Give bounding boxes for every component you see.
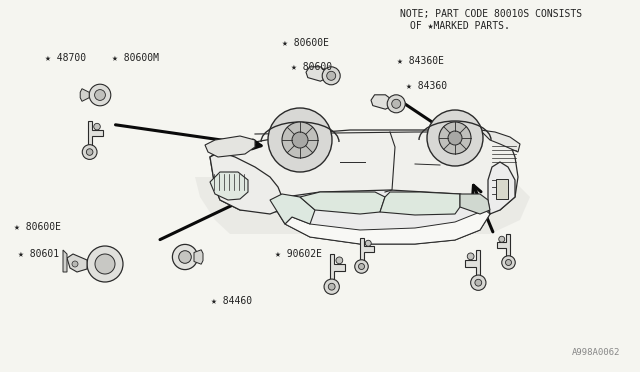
Polygon shape <box>67 254 87 272</box>
Circle shape <box>322 67 340 85</box>
Circle shape <box>324 279 339 294</box>
Circle shape <box>326 71 336 80</box>
Circle shape <box>172 244 198 270</box>
Circle shape <box>467 253 474 260</box>
Polygon shape <box>300 192 385 214</box>
Text: ★ 80600M: ★ 80600M <box>112 53 159 62</box>
Circle shape <box>93 124 100 130</box>
Text: ★ 80600E: ★ 80600E <box>14 222 61 232</box>
Circle shape <box>328 283 335 290</box>
Circle shape <box>502 256 515 269</box>
Text: ★ 80600E: ★ 80600E <box>282 38 328 48</box>
Circle shape <box>448 131 462 145</box>
Circle shape <box>387 95 405 113</box>
Circle shape <box>355 260 368 273</box>
Polygon shape <box>306 67 328 81</box>
Polygon shape <box>330 254 346 280</box>
Polygon shape <box>380 192 460 215</box>
Polygon shape <box>460 194 490 214</box>
Text: NOTE; PART CODE 80010S CONSISTS: NOTE; PART CODE 80010S CONSISTS <box>400 9 582 19</box>
Polygon shape <box>210 172 248 200</box>
Circle shape <box>83 145 97 160</box>
Text: ★ 84360: ★ 84360 <box>406 81 447 91</box>
Circle shape <box>89 84 111 106</box>
Circle shape <box>179 251 191 263</box>
Polygon shape <box>195 177 530 234</box>
Circle shape <box>86 149 93 155</box>
Circle shape <box>282 122 318 158</box>
Polygon shape <box>80 89 89 101</box>
Text: ★ 48700: ★ 48700 <box>45 53 86 62</box>
Circle shape <box>87 246 123 282</box>
Polygon shape <box>360 238 374 260</box>
Text: ★ 84360E: ★ 84360E <box>397 57 444 66</box>
Polygon shape <box>497 234 510 257</box>
Circle shape <box>427 110 483 166</box>
Text: ★ 80601: ★ 80601 <box>18 249 59 259</box>
Circle shape <box>358 263 365 269</box>
Polygon shape <box>205 136 255 157</box>
Polygon shape <box>285 210 490 244</box>
Circle shape <box>392 99 401 108</box>
Circle shape <box>72 261 78 267</box>
Circle shape <box>439 122 471 154</box>
Text: ★ 90602E: ★ 90602E <box>275 249 322 259</box>
Polygon shape <box>480 130 520 152</box>
Text: ★ 84460: ★ 84460 <box>211 296 252 306</box>
Polygon shape <box>488 162 515 214</box>
Circle shape <box>95 254 115 274</box>
Polygon shape <box>210 152 282 214</box>
Circle shape <box>95 90 106 100</box>
Polygon shape <box>63 250 67 272</box>
Polygon shape <box>465 250 480 276</box>
Circle shape <box>475 279 482 286</box>
Circle shape <box>506 260 511 266</box>
Text: A998A0062: A998A0062 <box>572 348 620 357</box>
Polygon shape <box>270 190 490 244</box>
Polygon shape <box>210 130 518 220</box>
Polygon shape <box>371 95 392 109</box>
Text: OF ★MARKED PARTS.: OF ★MARKED PARTS. <box>410 21 510 31</box>
Polygon shape <box>194 250 203 264</box>
Circle shape <box>365 240 371 246</box>
Circle shape <box>336 257 343 264</box>
Polygon shape <box>270 194 315 224</box>
Circle shape <box>268 108 332 172</box>
Circle shape <box>499 236 505 242</box>
Polygon shape <box>88 121 103 145</box>
Circle shape <box>292 132 308 148</box>
Text: ★ 80600: ★ 80600 <box>291 62 332 72</box>
Bar <box>496 179 508 199</box>
Circle shape <box>470 275 486 291</box>
